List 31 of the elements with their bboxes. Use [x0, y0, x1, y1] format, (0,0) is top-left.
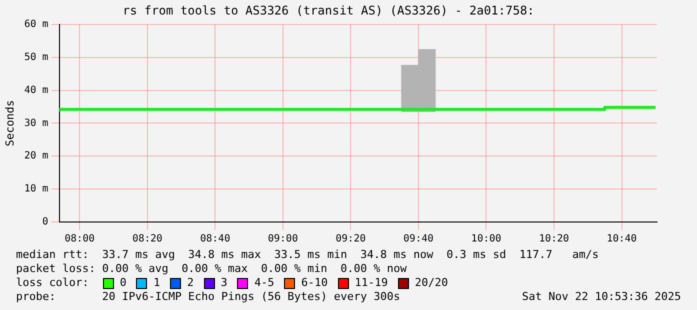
y-tick-label: 10 m: [24, 184, 48, 195]
y-tick-label: 50 m: [24, 52, 48, 63]
x-tick-label: 10:00: [471, 234, 502, 245]
x-tick-label: 08:00: [64, 234, 95, 245]
x-tick-label: 09:40: [403, 234, 434, 245]
text: 1: [153, 276, 160, 290]
text: median rtt: 33.7 ms avg 34.8 ms max 33.5 ms min 34.8 ms now 0.3 ms sd 117.7 am/s: [16, 248, 600, 262]
x-tick-label: 10:40: [606, 234, 637, 245]
text: loss color:: [16, 276, 89, 290]
x-tick-label: 09:20: [336, 234, 366, 245]
x-tick-label: 08:20: [132, 234, 162, 245]
chart-title: rs from tools to AS3326 (transit AS) (AS3326) - 2a01:758:: [122, 3, 534, 18]
text: 11-19: [354, 276, 388, 290]
y-axis-title: Seconds: [3, 100, 16, 146]
text: Sat Nov 22 10:53:36 2025: [522, 290, 681, 304]
text: packet loss: 0.00 % avg 0.00 % max 0.00 % min 0.00 % now: [16, 262, 408, 276]
x-tick-label: 08:40: [200, 234, 230, 245]
text: 0: [120, 276, 126, 290]
text: 4-5: [254, 276, 274, 290]
text: 6-10: [301, 276, 328, 290]
text: 20/20: [414, 276, 448, 290]
y-tick-label: 20 m: [24, 150, 48, 162]
x-tick-label: 10:20: [538, 234, 570, 245]
y-tick-label: 0: [42, 216, 48, 228]
y-tick-label: 40 m: [24, 84, 48, 96]
text: 3: [220, 276, 228, 290]
x-tick-label: 09:00: [268, 234, 298, 245]
text: probe: 20 IPv6-ICMP Echo Pings (56 Bytes) every 300s: [16, 290, 400, 304]
y-tick-label: 60 m: [24, 18, 48, 30]
y-tick-label: 30 m: [24, 118, 48, 129]
text: 2: [187, 276, 194, 290]
